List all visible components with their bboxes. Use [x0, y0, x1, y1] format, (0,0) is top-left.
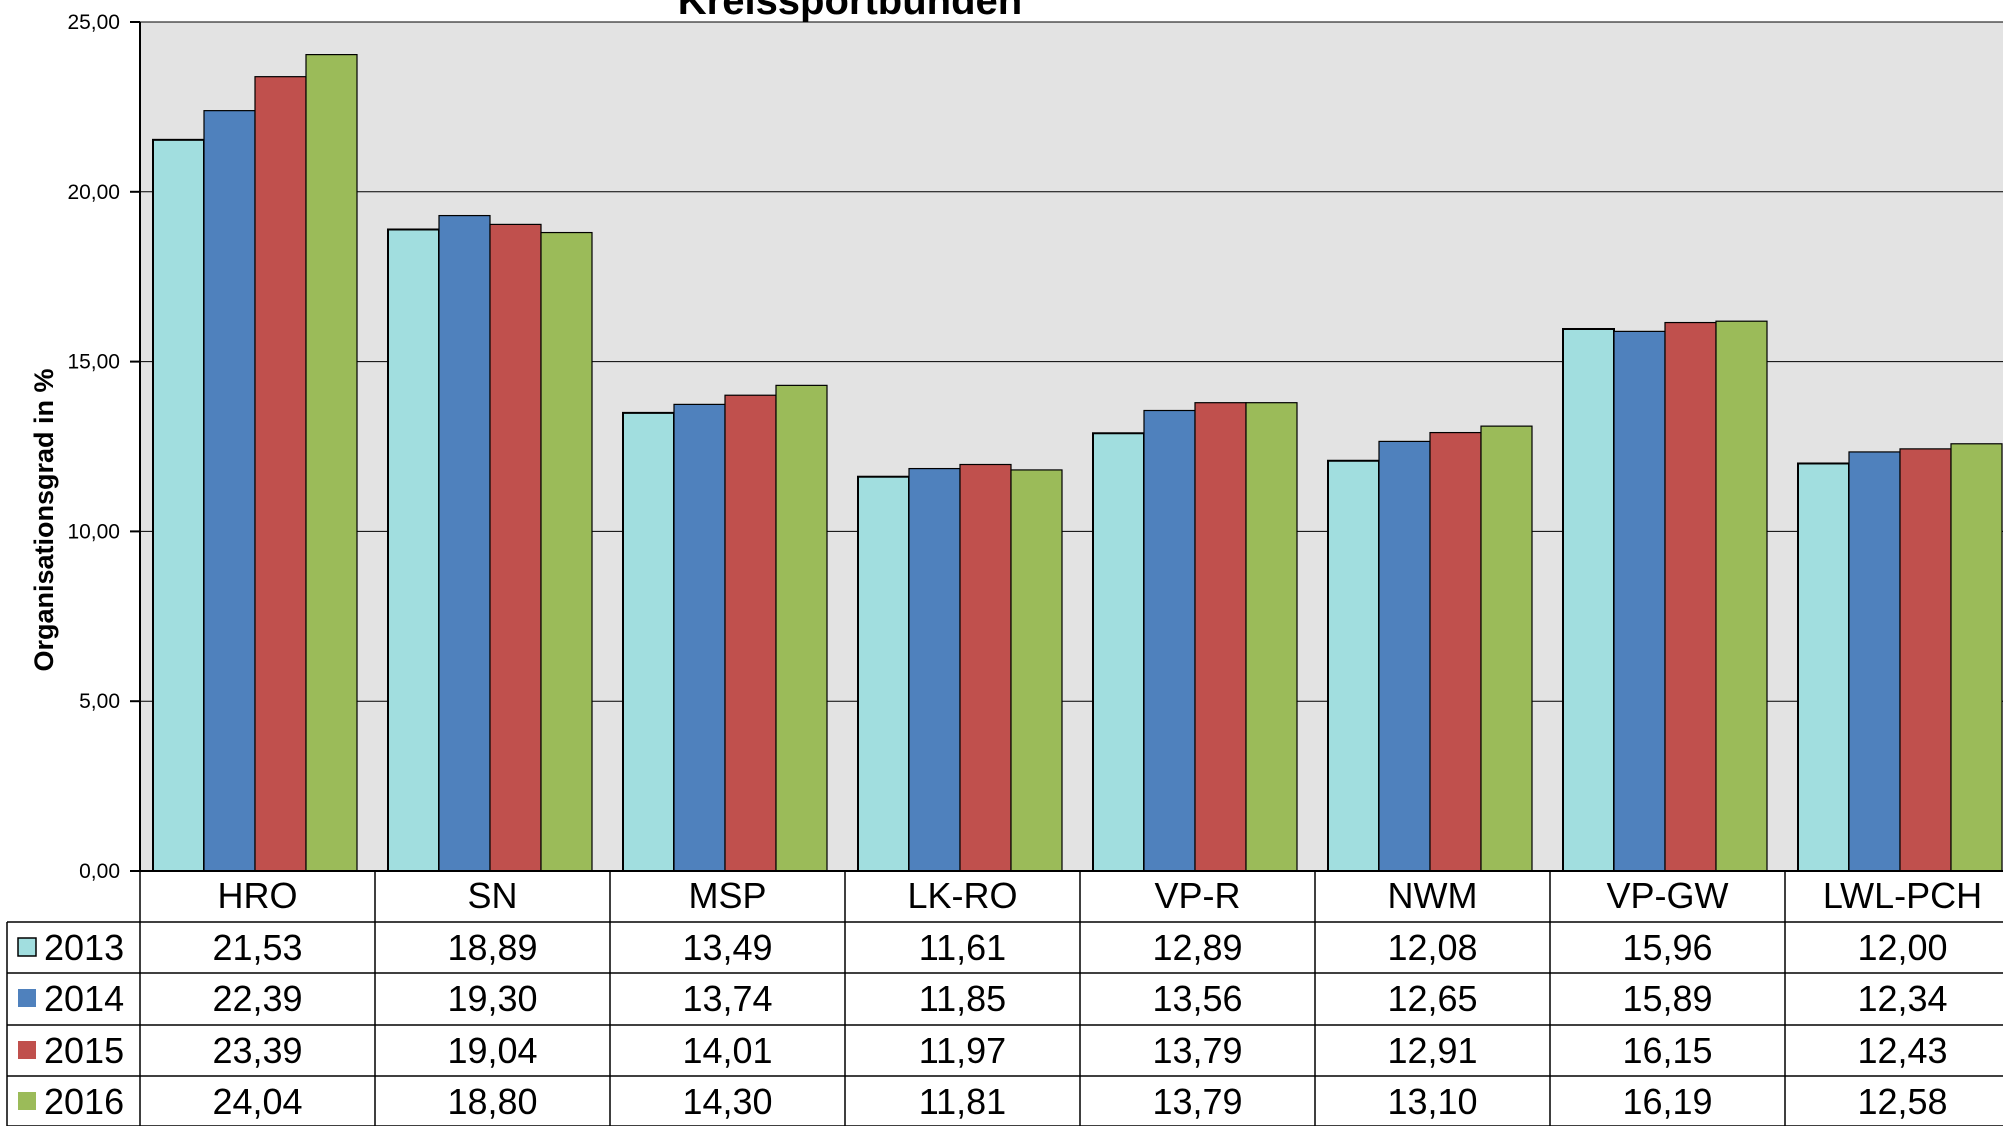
- bar-2014-lwl-pch: [1848, 451, 1901, 872]
- bar-2016-msp: [775, 384, 828, 872]
- bar-2016-lk-ro: [1010, 469, 1063, 872]
- y-tick-label: 5,00: [79, 690, 120, 713]
- data-label: 12,91: [1387, 1030, 1477, 1071]
- bar-2014-vp-r: [1143, 409, 1196, 872]
- category-label-msp: MSP: [688, 875, 766, 916]
- data-label: 18,80: [447, 1081, 537, 1122]
- bar-2014-lk-ro: [908, 467, 961, 872]
- bar-2015-sn: [489, 223, 542, 872]
- bar-2013-nwm: [1327, 459, 1380, 872]
- bar-2016-lwl-pch: [1950, 443, 2003, 872]
- data-label: 16,15: [1622, 1030, 1712, 1071]
- bar-2015-hro: [254, 76, 307, 872]
- bar-2013-vp-r: [1092, 432, 1145, 872]
- bar-2015-lwl-pch: [1899, 448, 1952, 872]
- bar-2013-sn: [387, 228, 440, 872]
- data-label: 12,58: [1857, 1081, 1947, 1122]
- category-label-lk-ro: LK-RO: [907, 875, 1017, 916]
- data-label: 15,96: [1622, 927, 1712, 968]
- data-label: 24,04: [212, 1081, 302, 1122]
- data-label: 14,30: [682, 1081, 772, 1122]
- data-label: 12,00: [1857, 927, 1947, 968]
- legend-label-2013: 2013: [44, 927, 124, 968]
- bar-2015-lk-ro: [959, 463, 1012, 872]
- data-label: 13,49: [682, 927, 772, 968]
- bar-2016-vp-gw: [1715, 320, 1768, 872]
- data-label: 12,89: [1152, 927, 1242, 968]
- bar-2014-hro: [203, 110, 256, 872]
- y-tick-label: 15,00: [67, 351, 120, 374]
- bar-2016-sn: [540, 231, 593, 872]
- y-tick-label: 25,00: [67, 11, 120, 34]
- data-label: 21,53: [212, 927, 302, 968]
- data-label: 12,65: [1387, 978, 1477, 1019]
- legend-label-2016: 2016: [44, 1081, 124, 1122]
- data-label: 14,01: [682, 1030, 772, 1071]
- bar-2013-msp: [622, 411, 675, 872]
- category-label-sn: SN: [467, 875, 517, 916]
- category-label-vp-r: VP-R: [1154, 875, 1240, 916]
- category-label-vp-gw: VP-GW: [1607, 875, 1729, 916]
- bar-2016-vp-r: [1245, 402, 1298, 872]
- y-axis-label: Organisationsgrad in %: [29, 368, 59, 671]
- data-label: 13,79: [1152, 1081, 1242, 1122]
- data-label: 19,30: [447, 978, 537, 1019]
- data-label: 22,39: [212, 978, 302, 1019]
- bar-2015-vp-gw: [1664, 321, 1717, 872]
- bar-2015-nwm: [1429, 431, 1482, 872]
- bar-2014-nwm: [1378, 440, 1431, 872]
- category-label-hro: HRO: [218, 875, 298, 916]
- bar-2014-vp-gw: [1613, 330, 1666, 872]
- data-label: 15,89: [1622, 978, 1712, 1019]
- data-label: 11,81: [919, 1081, 1006, 1122]
- y-tick-label: 0,00: [79, 860, 120, 883]
- y-tick-label: 20,00: [67, 181, 120, 204]
- legend-swatch-2014: [18, 989, 36, 1007]
- data-label: 16,19: [1622, 1081, 1712, 1122]
- bar-2013-lwl-pch: [1797, 462, 1850, 872]
- data-label: 11,61: [919, 927, 1006, 968]
- data-label: 11,85: [919, 978, 1006, 1019]
- legend-label-2014: 2014: [44, 978, 124, 1019]
- data-label: 13,74: [682, 978, 772, 1019]
- legend-swatch-2015: [18, 1041, 36, 1059]
- bar-2014-sn: [438, 214, 491, 872]
- bar-2013-vp-gw: [1562, 327, 1615, 872]
- data-label: 13,79: [1152, 1030, 1242, 1071]
- category-label-nwm: NWM: [1388, 875, 1478, 916]
- chart-title: Kreissportbünden: [678, 0, 1022, 23]
- data-label: 12,34: [1857, 978, 1947, 1019]
- legend-swatch-2016: [18, 1092, 36, 1110]
- bar-2014-msp: [673, 403, 726, 872]
- legend-swatch-2013: [17, 937, 37, 957]
- data-label: 11,97: [919, 1030, 1006, 1071]
- legend-label-2015: 2015: [44, 1030, 124, 1071]
- data-label: 13,56: [1152, 978, 1242, 1019]
- data-label: 18,89: [447, 927, 537, 968]
- bar-2016-hro: [305, 54, 358, 872]
- data-label: 13,10: [1387, 1081, 1477, 1122]
- bar-2015-vp-r: [1194, 402, 1247, 872]
- bar-2013-hro: [152, 138, 205, 873]
- bar-2016-nwm: [1480, 425, 1533, 872]
- bar-2013-lk-ro: [857, 475, 910, 872]
- data-label: 19,04: [447, 1030, 537, 1071]
- bar-2015-msp: [724, 394, 777, 872]
- data-label: 23,39: [212, 1030, 302, 1071]
- data-label: 12,43: [1857, 1030, 1947, 1071]
- y-tick-label: 10,00: [67, 520, 120, 543]
- category-label-lwl-pch: LWL-PCH: [1823, 875, 1982, 916]
- data-label: 12,08: [1387, 927, 1477, 968]
